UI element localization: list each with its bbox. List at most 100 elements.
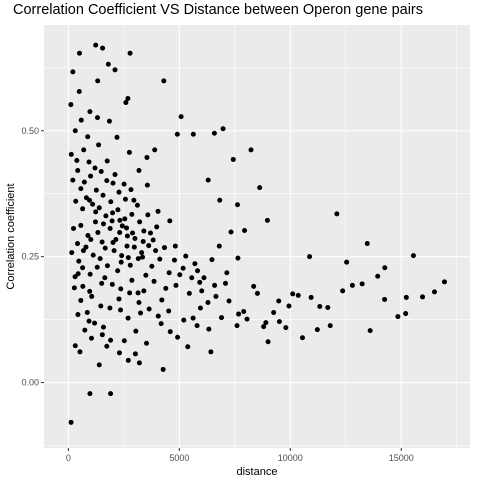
data-point xyxy=(201,275,207,281)
data-point xyxy=(72,274,78,280)
data-point xyxy=(100,221,106,227)
data-point xyxy=(283,325,289,331)
data-point xyxy=(141,288,147,294)
data-point xyxy=(83,244,89,250)
data-point xyxy=(175,334,181,340)
data-point xyxy=(104,263,110,269)
x-tick-label: 5000 xyxy=(169,453,189,463)
x-tick-label: 15000 xyxy=(389,453,414,463)
data-point xyxy=(131,244,137,250)
data-point xyxy=(127,262,133,268)
data-point xyxy=(110,210,116,216)
data-point xyxy=(95,229,101,235)
data-point xyxy=(100,324,106,330)
data-point xyxy=(190,131,196,137)
data-point xyxy=(208,349,214,355)
data-points xyxy=(68,42,447,425)
data-point xyxy=(432,289,437,295)
data-point xyxy=(327,323,333,329)
data-point xyxy=(178,114,184,120)
data-point xyxy=(138,310,144,316)
data-point xyxy=(107,225,113,231)
data-point xyxy=(403,311,409,317)
data-point xyxy=(276,319,282,325)
data-point xyxy=(134,202,140,208)
data-point xyxy=(75,168,81,174)
data-point xyxy=(241,309,247,315)
data-point xyxy=(92,320,98,326)
data-point xyxy=(115,268,121,274)
data-point xyxy=(307,254,313,260)
data-point xyxy=(102,275,108,281)
data-point xyxy=(146,243,152,249)
data-point xyxy=(73,198,79,204)
data-point xyxy=(119,223,125,229)
data-point xyxy=(224,270,230,276)
data-point xyxy=(295,292,301,298)
data-point xyxy=(116,350,122,356)
data-point xyxy=(81,179,87,185)
data-point xyxy=(115,207,121,213)
data-point xyxy=(93,42,99,48)
data-point xyxy=(98,303,104,309)
data-point xyxy=(89,293,95,299)
data-point xyxy=(153,248,159,254)
data-point xyxy=(125,357,131,363)
data-point xyxy=(68,102,74,108)
data-point xyxy=(192,261,198,267)
y-tick-label: 0.00 xyxy=(21,378,39,388)
data-point xyxy=(143,272,149,278)
data-point xyxy=(234,202,240,208)
data-point xyxy=(308,294,314,300)
data-point xyxy=(205,299,211,305)
data-point xyxy=(109,281,115,287)
data-point xyxy=(86,159,92,165)
data-point xyxy=(108,337,114,343)
data-point xyxy=(78,117,84,123)
data-point xyxy=(100,192,106,198)
data-point xyxy=(146,306,152,312)
data-point xyxy=(364,241,370,247)
data-point xyxy=(85,232,91,238)
data-point xyxy=(104,178,110,184)
data-point xyxy=(90,201,96,207)
data-point xyxy=(199,288,205,294)
data-point xyxy=(108,199,114,205)
data-point xyxy=(180,265,186,271)
data-point xyxy=(186,290,192,296)
data-point xyxy=(96,362,102,368)
data-point xyxy=(135,290,141,296)
data-point xyxy=(172,243,178,249)
data-point xyxy=(129,211,135,217)
data-point xyxy=(263,320,269,326)
data-point xyxy=(177,272,183,278)
data-point xyxy=(375,273,381,279)
data-point xyxy=(75,312,81,318)
data-point xyxy=(83,195,89,201)
data-point xyxy=(299,335,305,341)
data-point xyxy=(205,177,211,183)
data-point xyxy=(107,305,113,311)
data-point xyxy=(155,313,161,319)
data-point xyxy=(132,351,138,357)
data-point xyxy=(139,250,145,256)
data-point xyxy=(228,229,234,235)
data-point xyxy=(242,227,248,233)
data-point xyxy=(68,151,74,157)
data-point xyxy=(254,290,260,296)
data-point xyxy=(80,206,86,212)
data-point xyxy=(216,243,222,249)
data-point xyxy=(152,147,158,153)
data-point xyxy=(382,296,388,302)
data-point xyxy=(136,168,142,174)
data-point xyxy=(163,285,169,291)
data-point xyxy=(122,196,128,202)
data-point xyxy=(189,275,195,281)
plot-panel xyxy=(44,25,470,448)
data-point xyxy=(117,229,123,235)
data-point xyxy=(148,230,153,236)
data-point xyxy=(114,134,120,140)
data-point xyxy=(87,288,93,294)
data-point xyxy=(99,280,105,286)
data-point xyxy=(264,217,270,223)
